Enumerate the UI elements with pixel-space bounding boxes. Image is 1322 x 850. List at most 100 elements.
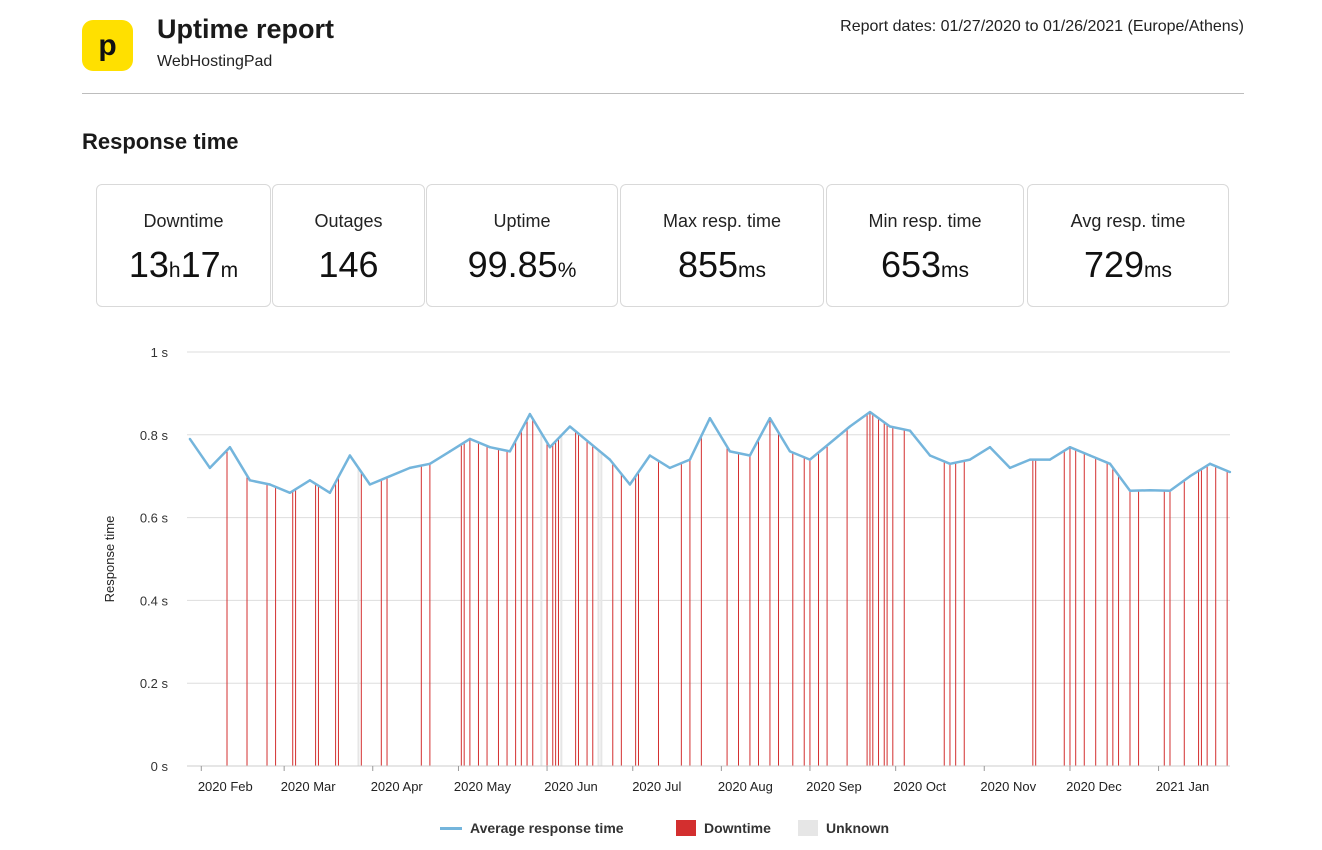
data-point [248,479,252,482]
x-tick-label: 2020 Aug [718,779,773,794]
stat-value: 99.85% [427,244,617,286]
data-point [808,458,812,461]
stat-number: 653 [880,244,942,285]
y-tick-label: 0.4 s [140,593,169,608]
data-point [508,450,512,453]
stat-label: Uptime [493,211,551,231]
y-tick-label: 0.6 s [140,511,169,526]
logo-letter: p [98,28,117,62]
stat-unit: m [220,259,239,282]
data-point [1008,466,1012,470]
header-divider [82,93,1244,94]
stat-unit: h [168,259,181,282]
data-point [868,410,872,414]
data-point [1168,489,1172,492]
data-point [528,412,532,416]
line-swatch [440,826,462,830]
data-point [428,462,432,465]
legend-label: Downtime [704,820,771,836]
stat-unit: % [557,259,577,282]
data-point [1028,458,1032,461]
data-point [728,450,732,453]
stat-card: Uptime 99.85% [426,184,618,307]
stat-unit: ms [738,259,767,282]
stat-card: Max resp. time 855ms [620,184,824,307]
y-axis-label: Response time [102,516,117,603]
data-point [488,446,492,449]
x-tick-label: 2020 Apr [371,779,424,794]
report-dates: Report dates: 01/27/2020 to 01/26/2021 (… [840,18,1244,35]
data-point [468,437,472,441]
data-point [288,491,292,494]
legend-item-average[interactable]: Average response time [440,820,624,836]
stat-card: Outages 146 [272,184,425,307]
stat-number: 855 [677,244,739,285]
stat-label: Min resp. time [868,211,982,231]
data-point [928,454,932,457]
legend-label: Average response time [470,820,624,836]
stat-card: Min resp. time 653ms [826,184,1024,307]
data-point [308,479,312,482]
data-point [1208,462,1212,465]
stat-label: Outages [314,211,383,231]
stat-unit: ms [1144,259,1173,282]
stat-unit: ms [941,259,970,282]
response-time-chart: 0 s 0.2 s 0.4 s 0.6 s 0.8 s 1 s Response time 2… [102,345,1232,794]
stat-number: 729 [1083,244,1145,285]
average-response-line [188,410,1231,495]
stat-label: Max resp. time [662,211,782,231]
x-tick-label: 2020 Nov [980,779,1036,794]
data-point [848,425,852,428]
data-point [988,446,992,449]
x-tick-label: 2020 Sep [806,779,862,794]
data-point [328,491,332,494]
y-tick-label: 1 s [151,345,169,360]
data-point [388,475,392,478]
data-point [1048,458,1052,461]
company-logo: p [82,20,133,71]
data-point [608,458,612,461]
data-point [668,466,672,470]
page-title: Uptime report [157,14,335,44]
data-point [748,454,752,457]
data-point [1128,489,1132,492]
stat-number: 13 [128,244,169,285]
data-point [448,450,452,453]
x-tick-label: 2020 Jun [544,779,598,794]
legend-item-downtime[interactable]: Downtime [676,820,771,836]
stat-value: 855ms [621,244,823,286]
stat-card: Avg resp. time 729ms [1027,184,1229,307]
x-tick-label: 2020 Jul [632,779,681,794]
data-point [708,417,712,420]
unknown-swatch [798,820,818,836]
stat-label: Downtime [143,211,224,231]
legend-label: Unknown [826,820,889,836]
x-tick-label: 2020 Mar [281,779,337,794]
data-point [1088,454,1092,457]
data-point [188,437,192,441]
x-tick-label: 2021 Jan [1156,779,1210,794]
stat-label: Avg resp. time [1070,211,1186,231]
data-point [268,483,272,486]
data-point [1108,462,1112,465]
stat-number: 146 [318,244,379,285]
data-point [908,429,912,432]
y-tick-label: 0 s [151,759,169,774]
data-point [1188,475,1192,478]
stat-number: 99.85 [467,244,558,285]
x-tick-label: 2020 Feb [198,779,253,794]
stat-value: 146 [273,244,424,286]
data-point [968,458,972,461]
stat-card: Downtime 13h17m [96,184,271,307]
y-tick-label: 0.8 s [140,428,169,443]
data-point [348,454,352,457]
x-tick-label: 2020 Dec [1066,779,1122,794]
stat-number: 17 [180,244,221,285]
legend-item-unknown[interactable]: Unknown [798,820,889,836]
y-tick-label: 0.2 s [140,676,169,691]
data-point [368,483,372,486]
x-tick-label: 2020 Oct [893,779,946,794]
data-point [588,441,592,445]
data-point [828,441,832,445]
data-point [568,425,572,428]
